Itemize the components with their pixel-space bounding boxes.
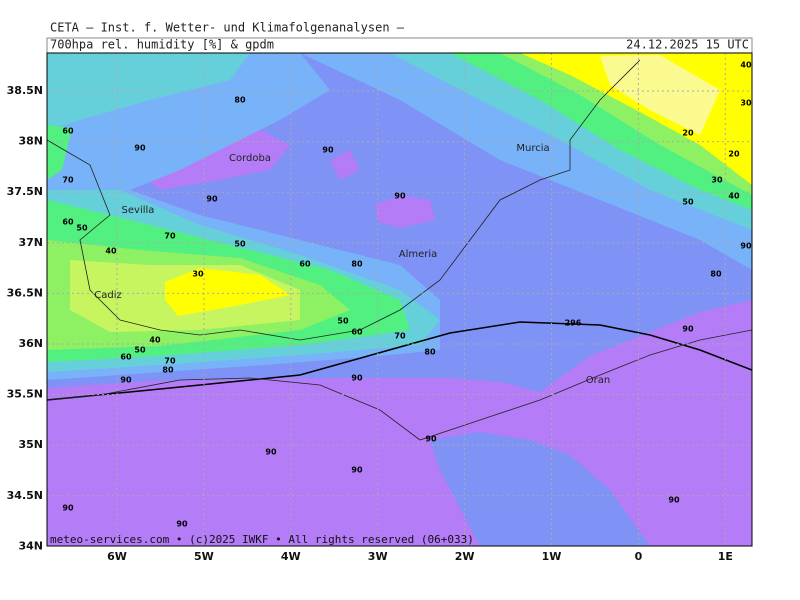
contour-label: 50 bbox=[682, 198, 694, 207]
header-subtitle: 700hpa rel. humidity [%] & gpdm bbox=[50, 38, 274, 52]
contour-label: 90 bbox=[120, 376, 132, 385]
humidity-field bbox=[47, 53, 752, 546]
lat-label: 36.5N bbox=[7, 286, 43, 299]
contour-label: 90 bbox=[740, 242, 752, 251]
contour-label: 50 bbox=[76, 224, 88, 233]
contour-label: 50 bbox=[234, 240, 246, 249]
contour-label: 90 bbox=[425, 435, 437, 444]
lon-label: 6W bbox=[107, 550, 127, 563]
footer: meteo-services.com • (c)2025 IWKF • All … bbox=[50, 533, 474, 546]
lat-label: 37N bbox=[18, 236, 43, 249]
lat-label: 37.5N bbox=[7, 185, 43, 198]
contour-label: 30 bbox=[711, 176, 723, 185]
field-90 bbox=[330, 150, 360, 180]
contour-label: 90 bbox=[62, 504, 74, 513]
contour-label: 90 bbox=[682, 325, 694, 334]
contour-label: 60 bbox=[120, 353, 132, 362]
contour-label: 80 bbox=[234, 96, 246, 105]
lat-label: 36N bbox=[18, 337, 43, 350]
city-label: Cadiz bbox=[94, 290, 122, 301]
contour-label: 60 bbox=[299, 260, 311, 269]
map-frame bbox=[46, 52, 753, 547]
graticule bbox=[47, 53, 752, 546]
lon-label: 1W bbox=[542, 550, 562, 563]
lon-label: 0 bbox=[635, 550, 643, 563]
field-90 bbox=[375, 195, 435, 228]
contour-label: 70 bbox=[164, 232, 176, 241]
contour-label: 80 bbox=[424, 348, 436, 357]
lon-label: 3W bbox=[368, 550, 388, 563]
contour-label: 40 bbox=[728, 192, 740, 201]
contour-label: 90 bbox=[351, 374, 363, 383]
lon-label: 5W bbox=[194, 550, 214, 563]
contour-label: 30 bbox=[192, 270, 204, 279]
city-label: Almeria bbox=[399, 249, 438, 260]
city-label: Oran bbox=[586, 375, 610, 386]
contour-label: 40 bbox=[105, 247, 117, 256]
coastline bbox=[47, 329, 752, 441]
city-label: Cordoba bbox=[229, 153, 271, 164]
lon-label: 1E bbox=[718, 550, 733, 563]
lat-label: 38.5N bbox=[7, 84, 43, 97]
header-title: CETA – Inst. f. Wetter- und Klimafolgena… bbox=[50, 21, 405, 35]
contour-label: 20 bbox=[728, 150, 740, 159]
contour-label: 90 bbox=[322, 146, 334, 155]
contour-label: 90 bbox=[394, 192, 406, 201]
contour-label: 90 bbox=[351, 466, 363, 475]
contour-label: 60 bbox=[62, 127, 74, 136]
field-80 bbox=[430, 432, 650, 546]
lat-label: 38N bbox=[18, 135, 43, 148]
contour-label: 296 bbox=[565, 319, 582, 328]
contour-label: 50 bbox=[337, 317, 349, 326]
contour-label: 60 bbox=[62, 218, 74, 227]
contour-label: 70 bbox=[62, 176, 74, 185]
city-label: Murcia bbox=[516, 143, 549, 154]
contour-label: 60 bbox=[351, 328, 363, 337]
map-labels: Cordoba Sevilla Cadiz Almeria Murcia Oran 80 90… bbox=[62, 61, 752, 529]
contour-label: 30 bbox=[740, 99, 752, 108]
contour-label: 90 bbox=[176, 520, 188, 529]
lon-label: 4W bbox=[281, 550, 301, 563]
contour-label: 80 bbox=[710, 270, 722, 279]
field-60 bbox=[47, 125, 72, 180]
contour-label: 50 bbox=[134, 346, 146, 355]
contour-label: 70 bbox=[164, 357, 176, 366]
field-30 bbox=[600, 55, 720, 135]
contour-label: 40 bbox=[149, 336, 161, 345]
valid-time: 24.12.2025 15 UTC bbox=[626, 38, 749, 52]
field-30 bbox=[165, 268, 290, 316]
contour-label: 40 bbox=[740, 61, 752, 70]
contour-label: 20 bbox=[682, 129, 694, 138]
contour-label: 90 bbox=[265, 448, 277, 457]
contour-label: 90 bbox=[668, 496, 680, 505]
lat-label: 35N bbox=[18, 438, 43, 451]
city-label: Sevilla bbox=[122, 205, 155, 216]
contour-label: 80 bbox=[162, 366, 174, 375]
lat-label: 35.5N bbox=[7, 388, 43, 401]
contour-label: 90 bbox=[134, 144, 146, 153]
contour-label: 70 bbox=[394, 332, 406, 341]
lat-label: 34N bbox=[18, 539, 43, 552]
lat-label: 34.5N bbox=[7, 489, 43, 502]
coastline bbox=[47, 59, 641, 341]
contour-label: 90 bbox=[206, 195, 218, 204]
lon-label: 2W bbox=[455, 550, 475, 563]
contour-label: 80 bbox=[351, 260, 363, 269]
